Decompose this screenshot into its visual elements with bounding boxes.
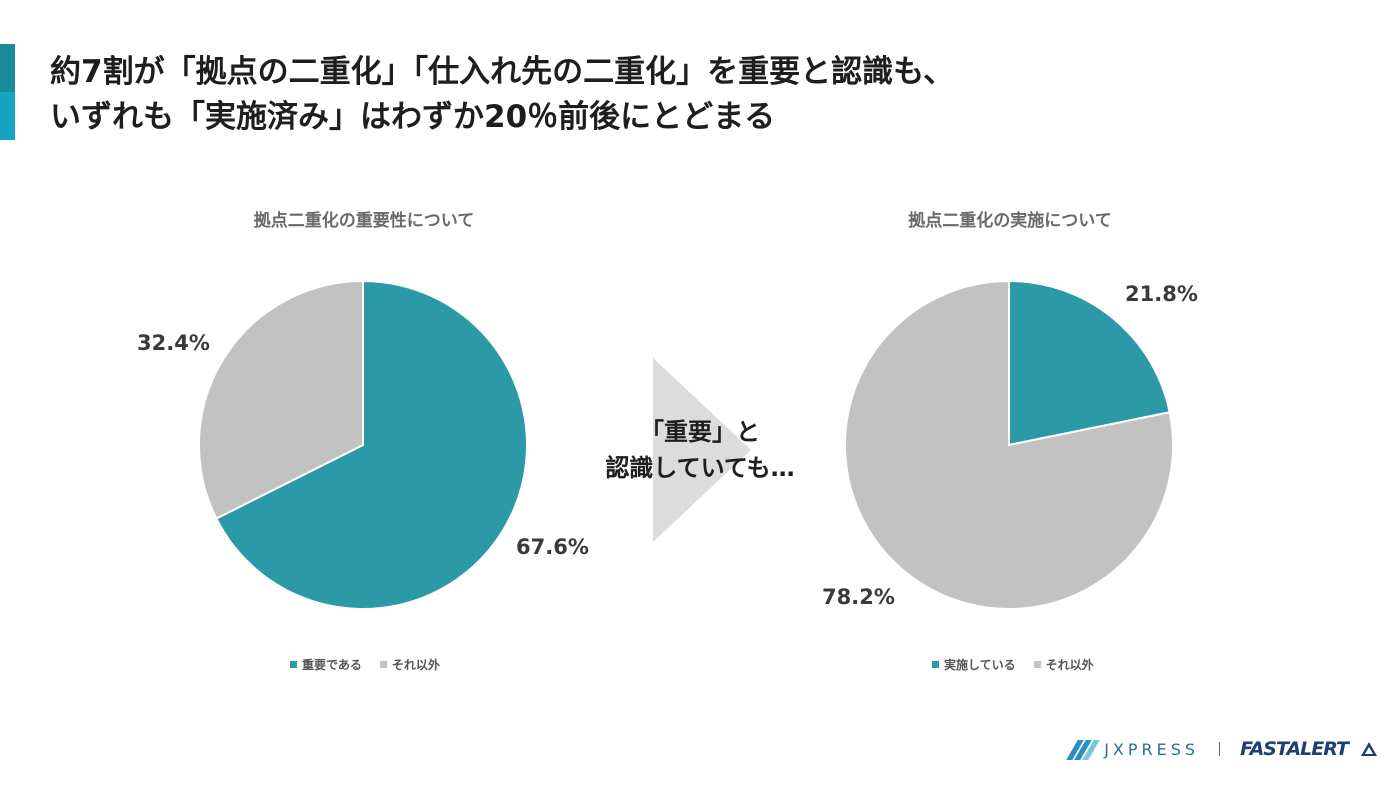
headline-line-1: 約7割が「拠点の二重化」「仕入れ先の二重化」を重要と認識も、	[50, 54, 955, 90]
footer-logos: JXPRESS FASTALERT	[1066, 738, 1378, 760]
left-pie-label-other: 32.4%	[137, 331, 210, 355]
accent-bar-bottom	[0, 92, 15, 140]
accent-bar-top	[0, 44, 15, 92]
legend-label: それ以外	[391, 658, 440, 672]
left-pie-slice-0	[215, 279, 528, 610]
right-pie-chart	[844, 279, 1174, 610]
legend-swatch-teal	[290, 661, 297, 668]
left-pie-chart	[198, 279, 528, 610]
left-pie-label-important: 67.6%	[516, 535, 589, 559]
right-chart-title: 拠点二重化の実施について	[908, 211, 1112, 231]
legend-label: 重要である	[302, 658, 362, 672]
fastalert-logo-icon	[1361, 742, 1377, 756]
jxpress-logo-text: JXPRESS	[1104, 739, 1200, 759]
headline: 約7割が「拠点の二重化」「仕入れ先の二重化」を重要と認識も、 いずれも「実施済み…	[50, 50, 1350, 140]
left-chart-title: 拠点二重化の重要性について	[253, 211, 475, 231]
jxpress-logo-icon	[1066, 738, 1100, 760]
legend-item: 重要である	[290, 656, 362, 673]
legend-swatch-gray	[1033, 661, 1041, 668]
headline-line-2: いずれも「実施済み」はわずか20％前後にとどまる	[50, 99, 776, 135]
legend-label: 実施している	[944, 658, 1016, 672]
legend-swatch-gray	[379, 661, 387, 668]
right-legend: 実施している それ以外	[932, 656, 1094, 673]
transition-arrow	[653, 358, 751, 542]
logo-divider	[1219, 742, 1221, 756]
legend-item: 実施している	[932, 656, 1016, 673]
legend-item: それ以外	[379, 656, 440, 673]
fastalert-logo-text: FASTALERT	[1240, 738, 1349, 760]
arrow-caption-line-1: 「重要」と	[640, 418, 760, 446]
right-pie-label-implemented: 21.8%	[1125, 282, 1198, 306]
legend-swatch-teal	[932, 661, 939, 668]
accent-bar	[0, 44, 15, 140]
right-pie-slice-0	[1008, 279, 1171, 447]
legend-item: それ以外	[1033, 656, 1094, 673]
left-pie-slice-1	[198, 279, 364, 520]
right-pie-label-other: 78.2%	[822, 585, 895, 609]
legend-label: それ以外	[1045, 658, 1094, 672]
arrow-caption: 「重要」と 認識していても…	[560, 414, 840, 486]
left-legend: 重要である それ以外	[290, 656, 440, 673]
arrow-caption-line-2: 認識していても…	[605, 454, 795, 482]
right-pie-slice-1	[844, 279, 1174, 610]
